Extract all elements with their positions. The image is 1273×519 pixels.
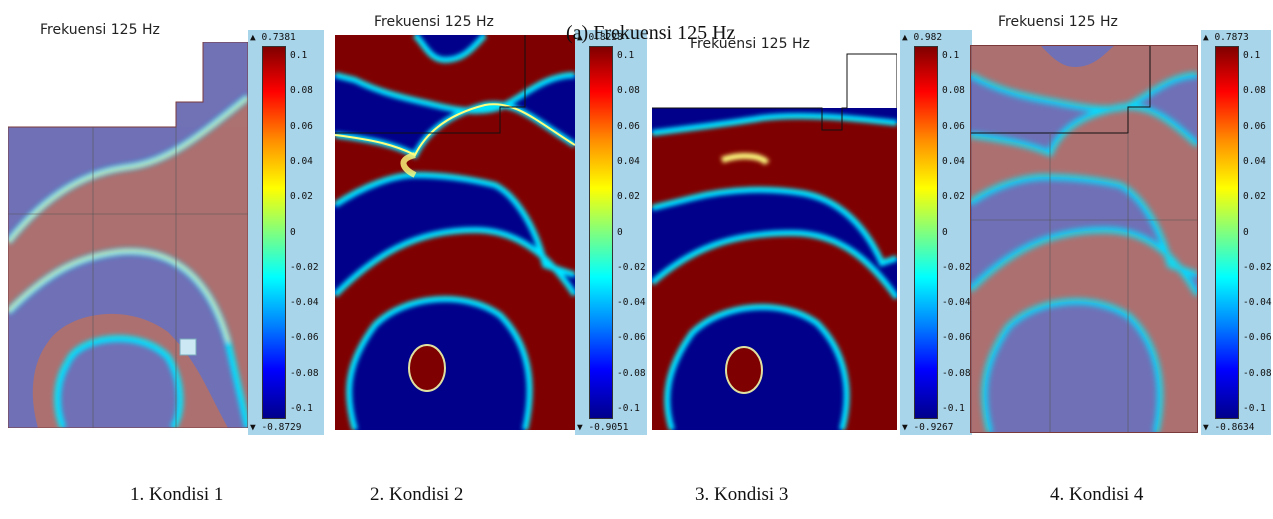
colorbar-max: ▲ 0.8228 [577, 32, 623, 43]
field-plot [970, 45, 1198, 433]
colorbar-tick-label: 0.06 [290, 120, 313, 132]
colorbar-tick-label: -0.04 [617, 297, 646, 309]
colorbar-tick-label: 0 [290, 226, 296, 238]
caption-kondisi-2: 2. Kondisi 2 [370, 484, 464, 505]
colorbar-tick-label: 0.08 [1243, 85, 1266, 97]
colorbar-tick-label: 0.02 [1243, 191, 1266, 203]
colorbar-gradient [1215, 46, 1239, 419]
panel-kondisi-4: Frekuensi 125 Hz [968, 0, 1273, 440]
colorbar-tick-label: 0.04 [1243, 155, 1266, 167]
colorbar-tick-label: 0.1 [942, 50, 960, 61]
colorbar-tick-label: 0.02 [942, 191, 965, 203]
panel-title: Frekuensi 125 Hz [998, 14, 1118, 30]
colorbar-gradient [914, 46, 938, 419]
colorbar-min: ▼ -0.8729 [250, 422, 302, 433]
colorbar-tick-label: -0.04 [942, 297, 971, 309]
colorbar-tick-label: 0 [942, 226, 948, 238]
field-plot [335, 35, 575, 430]
colorbar: ▲ 0.8228 ▼ -0.9051 0.1 0.08 0.06 0.04 0.02 0 -… [575, 30, 647, 435]
colorbar-tick-label: 0.06 [1243, 120, 1266, 132]
colorbar-tick-label: -0.04 [1243, 297, 1272, 309]
panel-kondisi-2: Frekuensi 125 Hz [330, 0, 650, 440]
colorbar-gradient [589, 46, 613, 419]
colorbar-tick-label: -0.06 [942, 332, 971, 344]
colorbar-tick-label: -0.08 [290, 367, 319, 379]
colorbar-tick-label: 0.02 [617, 191, 640, 203]
caption-kondisi-3: 3. Kondisi 3 [695, 484, 789, 505]
colorbar-max: ▲ 0.7381 [250, 32, 296, 43]
colorbar-tick-label: 0.08 [290, 85, 313, 97]
colorbar-tick-label: -0.04 [290, 297, 319, 309]
subfigure-caption: (a) Frekuensi 125 Hz [566, 22, 736, 44]
colorbar-tick-label: -0.06 [617, 332, 646, 344]
colorbar-tick-label: 0 [1243, 226, 1249, 238]
colorbar-min: ▼ -0.9267 [902, 422, 954, 433]
panel-kondisi-1: Frekuensi 125 Hz [0, 0, 330, 440]
colorbar-tick-label: 0.04 [942, 155, 965, 167]
colorbar-tick-label: -0.08 [617, 367, 646, 379]
colorbar-tick-label: 0.04 [617, 155, 640, 167]
colorbar-tick-label: 0.04 [290, 155, 313, 167]
colorbar-tick-label: 0.1 [1243, 50, 1261, 61]
colorbar-tick-label: -0.02 [1243, 261, 1272, 273]
colorbar-tick-label: 0.08 [942, 85, 965, 97]
colorbar-tick-label: 0.06 [617, 120, 640, 132]
colorbar-tick-label: -0.08 [1243, 367, 1272, 379]
panel-kondisi-3: ▲ 0.982 ▼ -0.9267 0.1 0.08 0.06 0.04 0.02 0 -0… [650, 0, 972, 440]
colorbar-tick-label: 0 [617, 226, 623, 238]
panel-title: Frekuensi 125 Hz [690, 36, 810, 52]
colorbar-tick-label: -0.1 [942, 403, 965, 414]
colorbar-min: ▼ -0.8634 [1203, 422, 1255, 433]
colorbar-tick-label: -0.02 [617, 261, 646, 273]
colorbar: ▲ 0.7381 ▼ -0.8729 0.1 0.08 0.06 0.04 0.02 0 -… [248, 30, 324, 435]
colorbar-tick-label: -0.08 [942, 367, 971, 379]
colorbar-tick-label: 0.06 [942, 120, 965, 132]
colorbar: ▲ 0.982 ▼ -0.9267 0.1 0.08 0.06 0.04 0.02 0 -0… [900, 30, 972, 435]
colorbar-max: ▲ 0.982 [902, 32, 943, 43]
colorbar-tick-label: 0.1 [290, 50, 308, 61]
colorbar-tick-label: -0.02 [942, 261, 971, 273]
colorbar-tick-label: -0.1 [617, 403, 640, 414]
colorbar-max: ▲ 0.7873 [1203, 32, 1249, 43]
field-plot [8, 42, 248, 428]
caption-kondisi-1: 1. Kondisi 1 [130, 484, 224, 505]
colorbar-tick-label: -0.06 [1243, 332, 1272, 344]
caption-kondisi-4: 4. Kondisi 4 [1050, 484, 1144, 505]
colorbar-tick-label: 0.08 [617, 85, 640, 97]
colorbar-min: ▼ -0.9051 [577, 422, 629, 433]
colorbar-gradient [262, 46, 286, 419]
colorbar-tick-label: -0.1 [1243, 403, 1266, 414]
colorbar-tick-label: -0.02 [290, 261, 319, 273]
panel-title: Frekuensi 125 Hz [374, 14, 494, 30]
colorbar-tick-label: -0.1 [290, 403, 313, 414]
colorbar-tick-label: 0.02 [290, 191, 313, 203]
field-plot [652, 48, 897, 430]
colorbar: ▲ 0.7873 ▼ -0.8634 0.1 0.08 0.06 0.04 0.02 0 -… [1201, 30, 1272, 435]
colorbar-tick-label: -0.06 [290, 332, 319, 344]
panel-title: Frekuensi 125 Hz [40, 22, 160, 38]
colorbar-tick-label: 0.1 [617, 50, 635, 61]
